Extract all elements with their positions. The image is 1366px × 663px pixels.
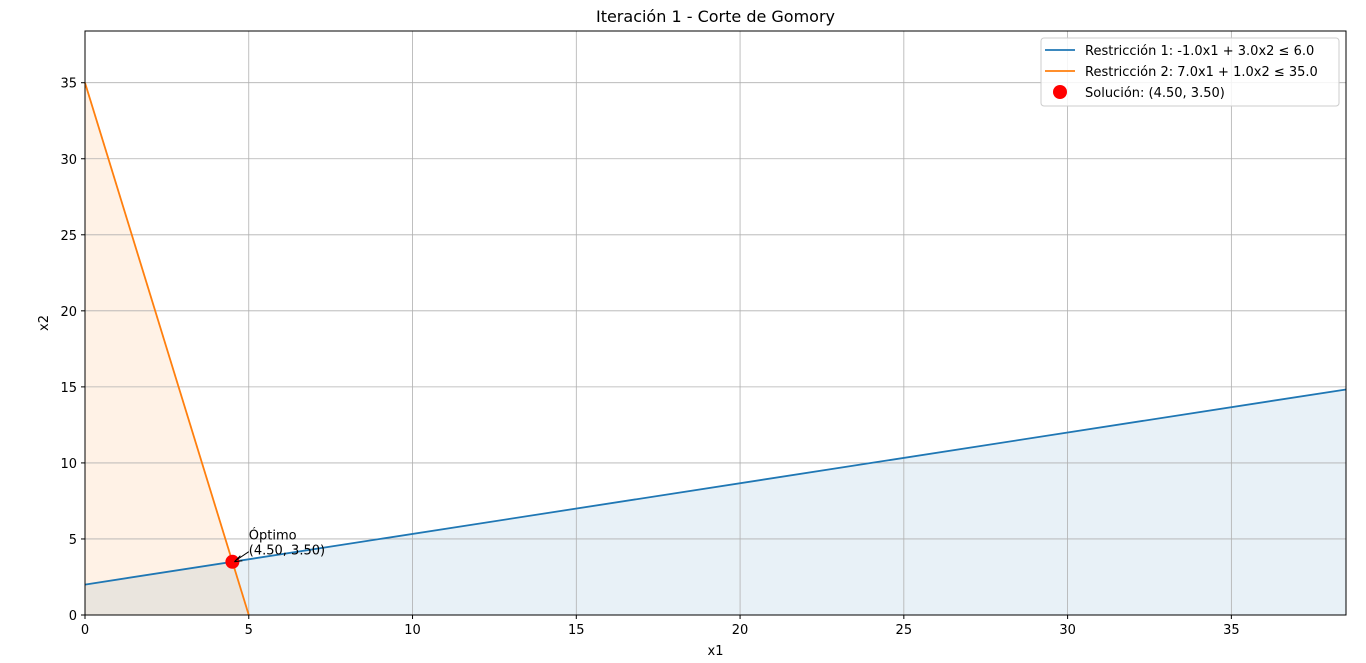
legend: Restricción 1: -1.0x1 + 3.0x2 ≤ 6.0 Restr… xyxy=(1040,37,1340,107)
legend-label-3: Solución: (4.50, 3.50) xyxy=(1085,86,1225,101)
y-tick-label: 20 xyxy=(60,305,77,320)
y-tick-label: 10 xyxy=(60,457,77,472)
x-tick-label: 5 xyxy=(245,623,253,638)
ticks: 0 5 10 15 20 25 30 35 0 5 10 15 20 25 30 35 xyxy=(60,77,1239,638)
x-tick-label: 15 xyxy=(568,623,585,638)
solution-point xyxy=(225,554,240,569)
x-tick-label: 35 xyxy=(1223,623,1240,638)
x-tick-label: 25 xyxy=(896,623,913,638)
series-lines xyxy=(84,82,1347,616)
x-tick-label: 20 xyxy=(732,623,749,638)
fill-region-1 xyxy=(85,389,1346,615)
annotation-line-1: Óptimo xyxy=(249,528,297,544)
plot-frame xyxy=(84,30,1347,616)
x-axis-label: x1 xyxy=(708,644,724,659)
y-tick-label: 0 xyxy=(69,609,77,624)
x-tick-label: 30 xyxy=(1059,623,1076,638)
annotation-text: Óptimo (4.50, 3.50) xyxy=(249,528,325,559)
x-tick-label: 10 xyxy=(404,623,421,638)
annotation-arrow xyxy=(235,551,250,562)
legend-label-1: Restricción 1: -1.0x1 + 3.0x2 ≤ 6.0 xyxy=(1085,44,1314,59)
x-tick-label: 0 xyxy=(81,623,89,638)
legend-box xyxy=(1040,37,1340,107)
annotation-line-2: (4.50, 3.50) xyxy=(249,544,325,559)
y-tick-label: 30 xyxy=(60,153,77,168)
legend-label-2: Restricción 2: 7.0x1 + 1.0x2 ≤ 35.0 xyxy=(1085,65,1318,80)
y-tick-label: 35 xyxy=(60,77,77,92)
series-line-2 xyxy=(84,82,250,616)
series-line-1 xyxy=(84,388,1347,586)
solution-points xyxy=(225,554,240,569)
y-tick-label: 5 xyxy=(69,533,77,548)
chart-title: Iteración 1 - Corte de Gomory xyxy=(596,7,835,26)
annotation-arrowhead xyxy=(234,555,243,563)
y-tick-label: 25 xyxy=(60,229,77,244)
legend-swatch-3 xyxy=(1053,85,1067,99)
y-tick-label: 15 xyxy=(60,381,77,396)
y-axis-label: x2 xyxy=(37,315,52,331)
annotation: Óptimo (4.50, 3.50) xyxy=(234,528,325,563)
